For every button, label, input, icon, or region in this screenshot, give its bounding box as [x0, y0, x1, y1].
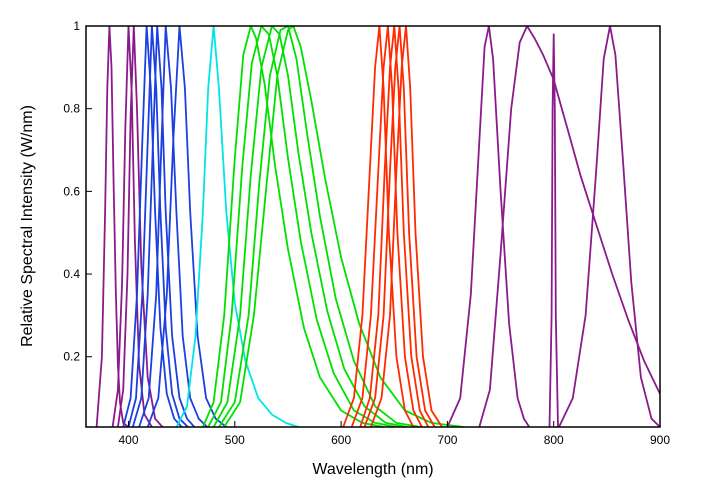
series-line-14 [223, 26, 465, 427]
series-line-16 [350, 26, 423, 427]
plot-frame [85, 25, 661, 428]
y-tick-label: 0.8 [63, 102, 80, 116]
series-line-9 [175, 26, 300, 427]
x-tick-label: 600 [331, 433, 351, 447]
series-line-7 [138, 26, 209, 427]
series-line-15 [342, 26, 415, 427]
series-line-17 [359, 26, 430, 427]
x-tick-label: 700 [437, 433, 457, 447]
series-line-19 [370, 26, 443, 427]
series-line-4 [122, 26, 183, 427]
x-axis-title: Wavelength (nm) [312, 461, 433, 478]
y-tick-label: 0.6 [63, 184, 80, 198]
series-line-3 [117, 26, 164, 427]
series-layer [95, 26, 660, 427]
series-line-13 [218, 26, 422, 427]
x-tick-label: 400 [119, 433, 139, 447]
x-tick-label: 900 [650, 433, 670, 447]
y-tick-label: 0.2 [63, 350, 80, 364]
series-line-8 [146, 26, 228, 427]
y-axis-title: Relative Spectral Intensity (W/nm) [19, 105, 36, 347]
y-tick-label: 1 [73, 19, 80, 33]
x-axis: 400 500 600 700 800 900 [119, 421, 670, 447]
series-line-11 [207, 26, 398, 427]
y-axis: 0.2 0.4 0.6 0.8 1 [63, 19, 92, 364]
series-line-23 [558, 26, 660, 427]
series-line-20 [446, 26, 531, 427]
y-tick-label: 0.4 [63, 267, 80, 281]
series-line-18 [363, 26, 436, 427]
series-line-21 [478, 26, 660, 427]
series-line-12 [212, 26, 408, 427]
x-tick-label: 500 [225, 433, 245, 447]
series-line-6 [131, 26, 196, 427]
series-line-22 [548, 33, 559, 427]
series-line-5 [127, 26, 189, 427]
x-tick-label: 800 [544, 433, 564, 447]
series-line-10 [202, 26, 385, 427]
